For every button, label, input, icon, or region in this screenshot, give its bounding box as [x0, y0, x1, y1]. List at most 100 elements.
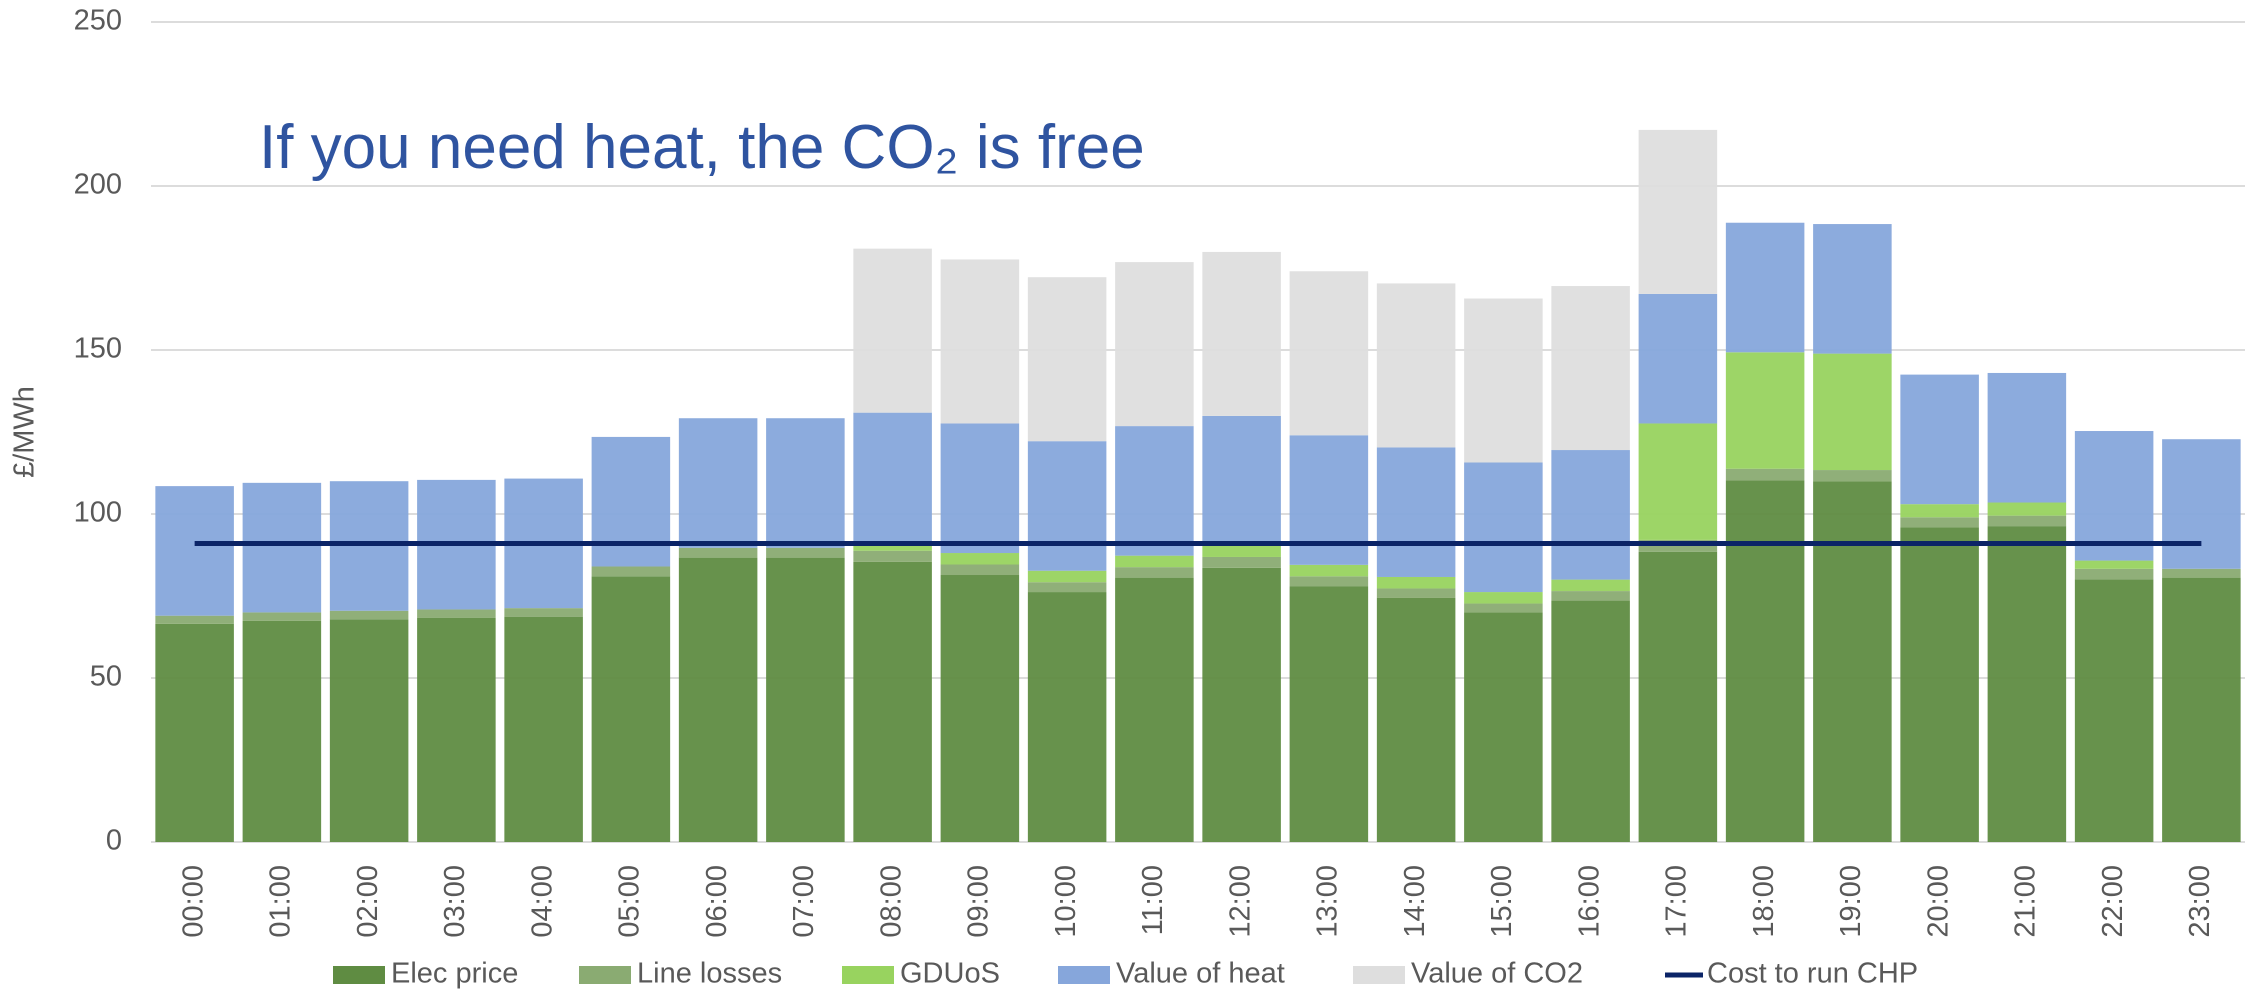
bar-segment: [1115, 426, 1194, 556]
bar-segment: [1115, 567, 1194, 578]
bar-segment: [1289, 564, 1369, 577]
x-tick-label: 03:00: [439, 865, 471, 938]
bar-segment: [853, 412, 932, 543]
bar-segment: [1900, 517, 1979, 528]
x-tick-label: 09:00: [963, 865, 995, 938]
bar-segment: [1638, 293, 1718, 424]
x-tick-label: 15:00: [1486, 865, 1518, 938]
bar-segment: [1376, 283, 1456, 448]
legend-label: Line losses: [637, 958, 782, 990]
bar-segment: [853, 550, 932, 562]
bar-segment: [1027, 441, 1107, 571]
bar-segment: [155, 486, 234, 616]
bar-segment: [155, 615, 234, 624]
legend-swatch: [1353, 966, 1405, 984]
bar-segment: [1115, 555, 1194, 568]
bar-segment: [678, 418, 758, 548]
bar-segment: [940, 259, 1020, 424]
bar-segment: [242, 482, 322, 613]
bar-segment: [1464, 462, 1543, 593]
bar-segment: [1289, 576, 1369, 587]
bar-segment: [1464, 592, 1543, 604]
legend-swatch: [333, 966, 385, 984]
bar-segment: [1638, 551, 1718, 842]
bar-segment: [1289, 586, 1369, 842]
bar-segment: [1376, 597, 1456, 842]
x-tick-label: 12:00: [1224, 865, 1256, 938]
bar-segment: [1813, 224, 1892, 354]
bar-segment: [1725, 222, 1805, 353]
bar-segment: [2074, 431, 2154, 561]
bar-segment: [1638, 423, 1718, 540]
x-tick-label: 04:00: [526, 865, 558, 938]
legend-label: Elec price: [391, 958, 518, 990]
bar-segment: [591, 576, 671, 842]
bar-segment: [1900, 374, 1979, 505]
legend-label: Value of heat: [1116, 958, 1285, 990]
bar-segment: [1551, 591, 1630, 601]
bar-segment: [2074, 579, 2154, 842]
chart-title: If you need heat, the CO₂ is free: [259, 113, 1145, 182]
bar-segment: [1289, 271, 1369, 436]
bar-segment: [504, 608, 583, 617]
y-tick-label: 250: [74, 5, 122, 37]
bar-segment: [853, 542, 932, 551]
bar-segment: [940, 553, 1020, 565]
legend: Elec price Line losses GDUoS Value of heat V…: [333, 958, 1918, 990]
bar-segment: [1115, 577, 1194, 842]
bar-segment: [853, 561, 932, 842]
x-tick-label: 20:00: [1922, 865, 1954, 938]
bar-segment: [1027, 277, 1107, 442]
y-tick-label: 50: [90, 661, 122, 693]
bar-segment: [329, 610, 409, 620]
x-tick-label: 19:00: [1835, 865, 1867, 938]
bar-segment: [940, 423, 1020, 554]
bar-segment: [766, 557, 845, 842]
legend-swatch: [579, 966, 631, 984]
bar-segment: [242, 612, 322, 621]
bar-segment: [766, 547, 845, 558]
bar-segment: [1202, 545, 1281, 557]
bar-segment: [591, 566, 671, 577]
x-tick-label: 11:00: [1137, 865, 1169, 935]
bar-segment: [1115, 262, 1194, 427]
bar-segment: [2162, 568, 2241, 578]
bar-segment: [678, 557, 758, 842]
bar-segment: [242, 620, 322, 842]
bar-segment: [1813, 470, 1892, 482]
legend-label: Cost to run CHP: [1707, 958, 1918, 990]
bar-segment: [1027, 582, 1107, 593]
x-tick-label: 06:00: [701, 865, 733, 938]
x-tick-label: 16:00: [1573, 865, 1605, 938]
y-axis-label: £/MWh: [9, 386, 41, 478]
bar-segment: [940, 564, 1020, 576]
y-tick-label: 100: [74, 497, 122, 529]
bar-segment: [1464, 298, 1543, 463]
bar-segment: [1551, 600, 1630, 842]
legend-swatch: [1058, 966, 1110, 984]
x-tick-label: 10:00: [1050, 865, 1082, 938]
bar-segment: [1987, 515, 2067, 527]
y-tick-label: 150: [74, 333, 122, 365]
bar-segment: [1987, 372, 2067, 503]
bar-segment: [1900, 504, 1979, 518]
bar-segment: [591, 436, 671, 567]
bar-segment: [2162, 577, 2241, 842]
bar-segment: [417, 617, 496, 842]
x-tick-label: 17:00: [1661, 865, 1693, 938]
x-tick-label: 14:00: [1399, 865, 1431, 938]
bar-segment: [417, 609, 496, 618]
plot-area: [151, 21, 2245, 843]
bar-segment: [940, 575, 1020, 842]
bar-segment: [1551, 450, 1630, 580]
x-tick-label: 05:00: [614, 865, 646, 938]
bar-segment: [1376, 447, 1456, 577]
x-tick-label: 07:00: [788, 865, 820, 938]
bar-segment: [1376, 576, 1456, 589]
y-tick-label: 200: [74, 169, 122, 201]
bar-segment: [1551, 286, 1630, 451]
x-tick-label: 13:00: [1312, 865, 1344, 938]
bar-segment: [155, 623, 234, 842]
x-tick-label: 00:00: [177, 865, 209, 938]
bar-segment: [1027, 592, 1107, 842]
